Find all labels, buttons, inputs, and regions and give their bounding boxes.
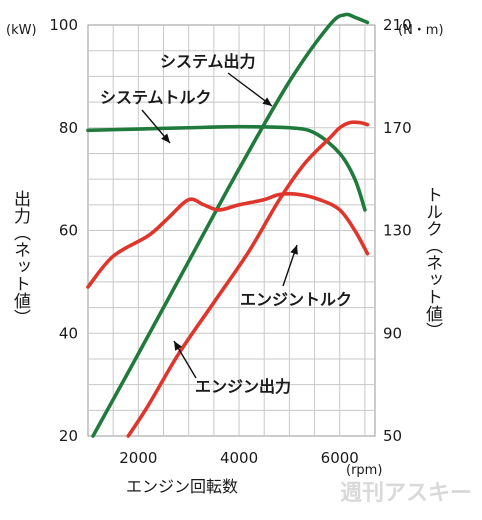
series-system-torque <box>86 124 367 212</box>
series-system-output <box>91 12 370 438</box>
series-engine-torque <box>86 192 370 289</box>
y-right-tick-label: 170 <box>383 119 412 137</box>
left-axis-unit: (kW) <box>6 23 37 38</box>
annotation-arrows <box>141 72 298 379</box>
annotation-system-output: システム出力 <box>160 52 256 71</box>
left-axis-label: 出力（ネット値） <box>10 190 31 326</box>
x-tick-label: 4000 <box>220 449 258 467</box>
x-tick-label: 6000 <box>321 449 359 467</box>
annotation-system-torque: システムトルク <box>100 88 212 107</box>
y-left-tick-label: 20 <box>59 427 78 445</box>
watermark-logo: 週刊アスキー <box>340 481 472 506</box>
right-axis-label: トルク（ネット値） <box>422 186 443 339</box>
series-engine-output <box>126 120 370 438</box>
annotation-engine-torque: エンジントルク <box>240 290 352 309</box>
y-left-tick-label: 60 <box>59 222 78 240</box>
y-right-tick-label: 210 <box>383 16 412 34</box>
arrow-system-torque-head <box>161 133 170 143</box>
y-right-tick-label: 130 <box>383 222 412 240</box>
y-right-tick-label: 50 <box>383 427 402 445</box>
annotation-engine-output: エンジン出力 <box>195 377 291 396</box>
right-axis-unit: (N・m) <box>398 23 444 38</box>
series-lines <box>86 12 370 438</box>
grid <box>87 24 376 437</box>
arrow-system-output <box>227 72 273 107</box>
arrow-engine-torque-head <box>290 245 298 255</box>
y-left-tick-label: 80 <box>59 119 78 137</box>
x-tick-label: 2000 <box>119 449 157 467</box>
x-axis-label: エンジン回転数 <box>126 477 238 496</box>
y-right-tick-label: 90 <box>383 324 402 342</box>
y-left-tick-label: 40 <box>59 324 78 342</box>
x-axis-unit: (rpm) <box>346 463 382 478</box>
y-left-tick-label: 100 <box>49 16 78 34</box>
tick-labels: 20 40 60 80 100 50 90 130 170 210 2000 4000 6000 <box>49 16 411 467</box>
arrow-engine-output-head <box>174 341 183 351</box>
arrow-system-output-head <box>262 97 272 106</box>
